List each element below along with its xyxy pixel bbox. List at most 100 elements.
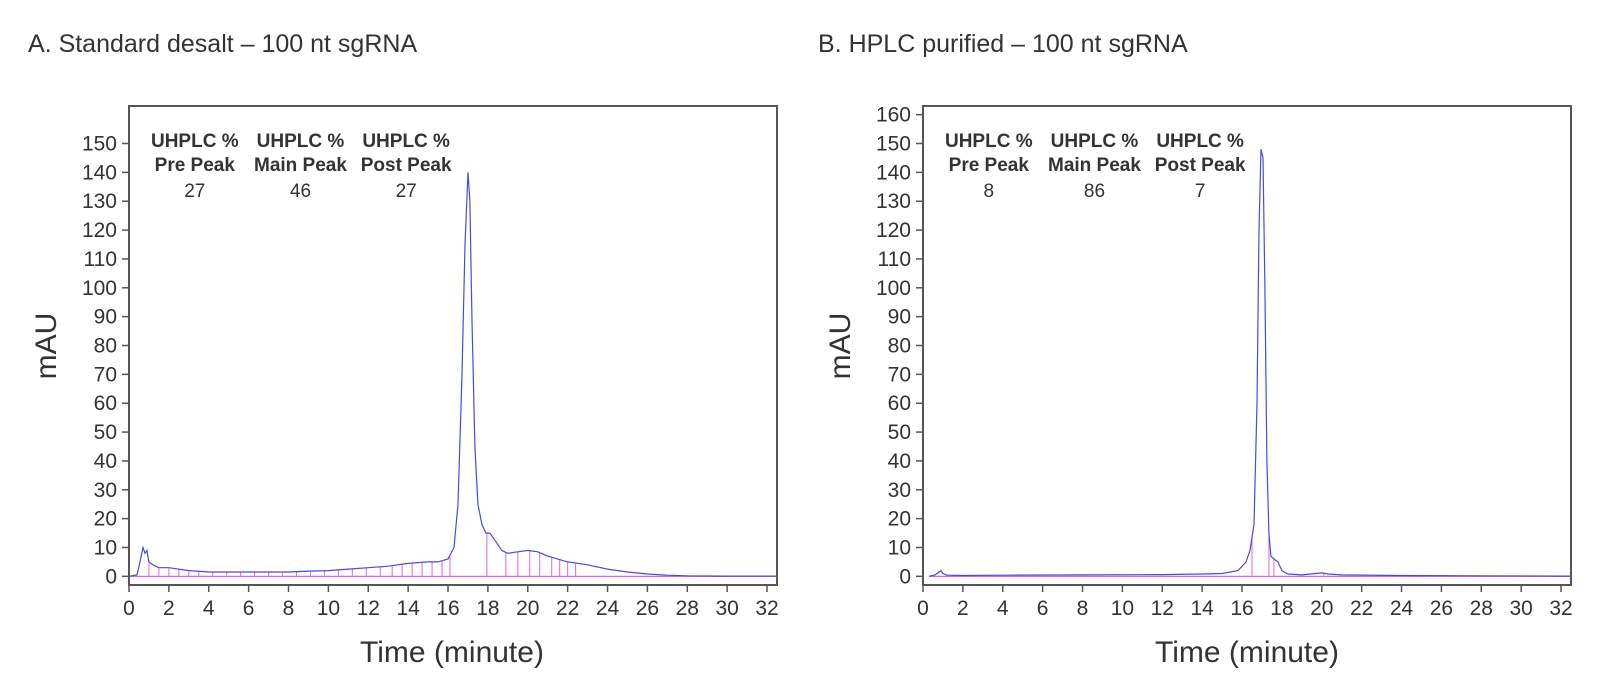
panel-a-peak-drop-lines bbox=[148, 533, 577, 577]
panel-b-x-tick-label: 10 bbox=[1111, 597, 1134, 620]
panel-a-x-tick-label: 24 bbox=[596, 597, 620, 620]
panel-a-stat-value: 46 bbox=[290, 181, 311, 202]
panel-a-x-tick-label: 20 bbox=[516, 597, 539, 620]
panel-a-y-tick-label: 100 bbox=[82, 277, 117, 300]
panel-b-stat-label-line1: UHPLC % bbox=[945, 131, 1033, 152]
panel-b-y-ticks: 0 10 20 30 40 50 60 70 80 90 100 110 120 130 140 150 160 bbox=[876, 104, 923, 588]
panel-a-x-tick-label: 10 bbox=[317, 597, 340, 620]
panel-a-y-tick-label: 30 bbox=[94, 479, 117, 502]
panel-b-x-ticks: 0 2 4 6 8 10 12 14 16 18 20 22 24 26 28 30 32 bbox=[917, 585, 1573, 620]
panel-a-stat-label-line2: Main Peak bbox=[254, 155, 347, 176]
panel-b-x-tick-label: 28 bbox=[1470, 597, 1493, 620]
panel-b-title: B. HPLC purified – 100 nt sgRNA bbox=[818, 30, 1188, 58]
panel-b-x-tick-label: 24 bbox=[1390, 597, 1414, 620]
panel-a-y-tick-label: 50 bbox=[94, 421, 117, 444]
panel-b-stat-value: 86 bbox=[1084, 181, 1105, 202]
panel-b-y-tick-label: 110 bbox=[878, 248, 911, 271]
panel-a-x-tick-label: 28 bbox=[676, 597, 699, 620]
panel-a-stat-label-line1: UHPLC % bbox=[362, 131, 450, 152]
panel-b-y-axis-title: mAU bbox=[824, 313, 857, 380]
panel-a-x-tick-label: 14 bbox=[396, 597, 420, 620]
panel-a-y-tick-label: 90 bbox=[94, 306, 117, 329]
panel-a-x-tick-label: 0 bbox=[123, 597, 135, 620]
panel-b-y-tick-label: 70 bbox=[888, 363, 911, 386]
panel-b-y-tick-label: 160 bbox=[876, 104, 911, 127]
panel-b-y-tick-label: 40 bbox=[888, 450, 911, 473]
panel-a-chromatogram-line bbox=[128, 172, 777, 577]
panel-a-y-tick-label: 10 bbox=[94, 536, 117, 559]
panel-a-y-ticks: 0 10 20 30 40 50 60 70 80 90 100 110 120 130 140 150 bbox=[82, 133, 129, 588]
panel-a-stat-label-line2: Pre Peak bbox=[155, 155, 236, 176]
panel-a-y-tick-label: 130 bbox=[82, 190, 117, 213]
panel-b-stat-label-line1: UHPLC % bbox=[1051, 131, 1139, 152]
panel-b-y-tick-label: 20 bbox=[888, 508, 911, 531]
panel-a-x-tick-label: 2 bbox=[163, 597, 175, 620]
panel-a-x-tick-label: 18 bbox=[476, 597, 499, 620]
panel-b-y-tick-label: 90 bbox=[888, 306, 911, 329]
panel-b-y-tick-label: 140 bbox=[876, 161, 911, 184]
panel-b-x-axis-title: Time (minute) bbox=[1155, 636, 1339, 669]
panel-a-x-axis-title: Time (minute) bbox=[360, 636, 544, 669]
panel-b-stat-label-line2: Post Peak bbox=[1155, 155, 1246, 176]
panel-a-y-tick-label: 110 bbox=[84, 248, 117, 271]
panel-b-x-tick-label: 16 bbox=[1230, 597, 1253, 620]
panel-a-y-tick-label: 140 bbox=[82, 161, 117, 184]
panel-b-x-tick-label: 4 bbox=[997, 597, 1009, 620]
panel-a-y-tick-label: 150 bbox=[82, 133, 117, 156]
panel-b-x-tick-label: 22 bbox=[1350, 597, 1373, 620]
panel-b-y-tick-label: 0 bbox=[899, 565, 911, 588]
panel-a-plot-frame bbox=[128, 105, 778, 586]
panel-a-y-axis-title: mAU bbox=[30, 313, 63, 380]
panel-a-x-tick-label: 30 bbox=[715, 597, 738, 620]
panel-b-y-tick-label: 130 bbox=[876, 190, 911, 213]
panel-a-x-tick-label: 12 bbox=[357, 597, 380, 620]
panel-b-stat-label-line2: Pre Peak bbox=[949, 155, 1030, 176]
panel-b-y-tick-label: 150 bbox=[876, 133, 911, 156]
panel-a-stat-value: 27 bbox=[184, 181, 205, 202]
panel-b-chromatogram-line bbox=[928, 149, 1572, 577]
panel-a-stat-label-line1: UHPLC % bbox=[257, 131, 345, 152]
panel-a-stat-value: 27 bbox=[396, 181, 417, 202]
panel-a-x-ticks: 0 2 4 6 8 10 12 14 16 18 20 22 24 26 28 30 32 bbox=[123, 585, 779, 620]
panel-a-y-tick-label: 0 bbox=[105, 565, 117, 588]
panel-b-uhplc-stats: UHPLC % Pre Peak 8 UHPLC % Main Peak 86 UHPLC … bbox=[945, 131, 1246, 202]
panel-b-stat-value: 8 bbox=[984, 181, 995, 202]
panel-b-x-tick-label: 0 bbox=[917, 597, 929, 620]
panel-b-y-tick-label: 10 bbox=[888, 536, 911, 559]
panel-a-x-tick-label: 32 bbox=[755, 597, 778, 620]
panel-a-x-tick-label: 16 bbox=[436, 597, 459, 620]
panel-a-y-tick-label: 40 bbox=[94, 450, 117, 473]
panel-b-x-tick-label: 6 bbox=[1037, 597, 1049, 620]
panel-a-y-tick-label: 120 bbox=[82, 219, 117, 242]
panel-a-stat-label-line2: Post Peak bbox=[361, 155, 452, 176]
panel-a-y-tick-label: 80 bbox=[94, 335, 117, 358]
panel-b-y-tick-label: 100 bbox=[876, 277, 911, 300]
panel-b-x-tick-label: 18 bbox=[1270, 597, 1293, 620]
panel-a-x-tick-label: 6 bbox=[243, 597, 255, 620]
panel-b-stat-label-line2: Main Peak bbox=[1048, 155, 1141, 176]
chart-panel-a: A. Standard desalt – 100 nt sgRNA 010203… bbox=[28, 30, 779, 669]
panel-a-uhplc-stats: UHPLC % Pre Peak 27 UHPLC % Main Peak 46 UHPLC… bbox=[151, 131, 452, 202]
panel-b-x-tick-label: 8 bbox=[1077, 597, 1089, 620]
panel-a-title: A. Standard desalt – 100 nt sgRNA bbox=[28, 30, 417, 58]
panel-b-plot-frame bbox=[922, 105, 1572, 586]
panel-b-x-tick-label: 30 bbox=[1509, 597, 1532, 620]
panel-b-y-tick-label: 60 bbox=[888, 392, 911, 415]
panel-b-x-tick-label: 2 bbox=[957, 597, 969, 620]
chart-panel-b: B. HPLC purified – 100 nt sgRNA 01020304… bbox=[818, 30, 1573, 669]
panel-b-stat-label-line1: UHPLC % bbox=[1156, 131, 1244, 152]
panel-b-y-tick-label: 120 bbox=[876, 219, 911, 242]
panel-a-y-tick-label: 60 bbox=[94, 392, 117, 415]
panel-b-x-tick-label: 26 bbox=[1430, 597, 1453, 620]
panel-a-x-tick-label: 26 bbox=[636, 597, 659, 620]
panel-a-x-tick-label: 4 bbox=[203, 597, 215, 620]
panel-b-y-tick-label: 80 bbox=[888, 335, 911, 358]
panel-b-y-tick-label: 50 bbox=[888, 421, 911, 444]
panel-a-y-tick-label: 70 bbox=[94, 363, 117, 386]
panel-a-x-tick-label: 22 bbox=[556, 597, 579, 620]
panel-b-x-tick-label: 12 bbox=[1151, 597, 1174, 620]
panel-b-stat-value: 7 bbox=[1195, 181, 1206, 202]
panel-a-stat-label-line1: UHPLC % bbox=[151, 131, 239, 152]
panel-b-x-tick-label: 32 bbox=[1549, 597, 1572, 620]
panel-b-x-tick-label: 20 bbox=[1310, 597, 1333, 620]
